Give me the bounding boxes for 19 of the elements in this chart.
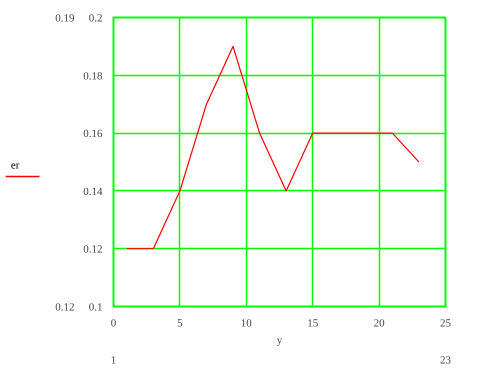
text: er — [10, 159, 20, 172]
x-tick-label: 15 — [307, 318, 319, 330]
text: 23 — [440, 354, 452, 366]
y-tick-label: 0.16 — [83, 128, 103, 140]
x-tick-label: 0 — [110, 318, 117, 330]
text: 0.12 — [55, 302, 74, 314]
x-tick-label: 25 — [440, 318, 452, 330]
x-tick-label: 5 — [177, 318, 184, 330]
line-series — [126, 46, 420, 250]
text: 0.19 — [55, 12, 75, 24]
y-tick-label: 0.18 — [83, 70, 103, 82]
y-tick-label: 0.14 — [83, 186, 103, 198]
x-tick-label: 10 — [240, 318, 252, 330]
x-tick-label: 20 — [374, 318, 386, 330]
x-axis-title: y — [276, 334, 283, 346]
text: 1 — [110, 354, 116, 366]
y-tick-label: 0.12 — [83, 244, 102, 256]
y-tick-label: 0.2 — [88, 12, 102, 24]
y-tick-label: 0.1 — [88, 302, 102, 314]
